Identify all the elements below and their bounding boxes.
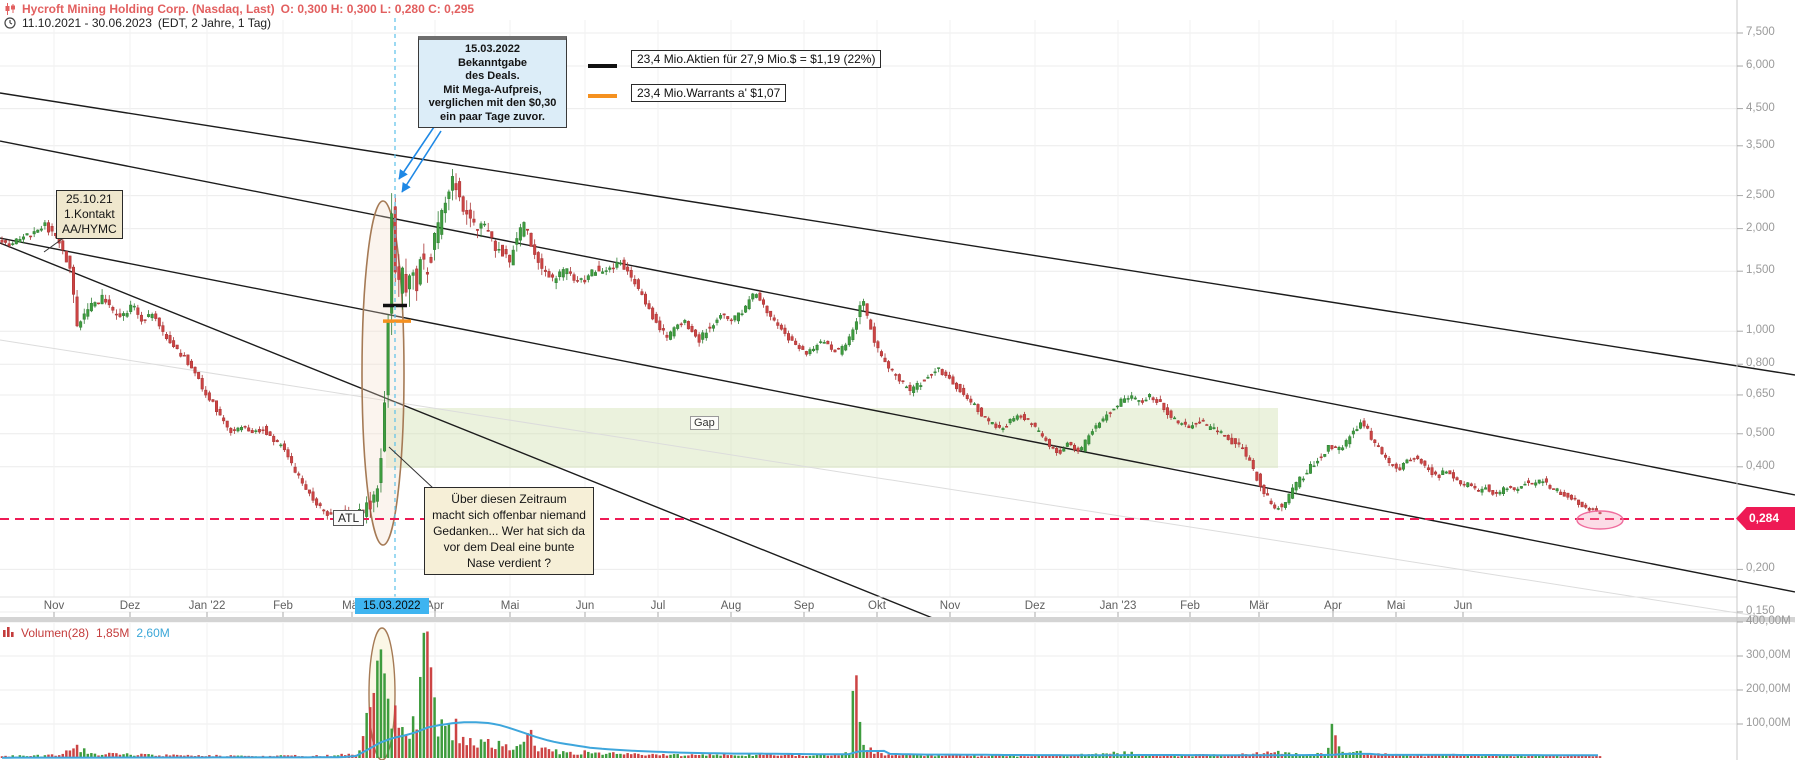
price-tick-label: 7,500 [1746, 26, 1775, 38]
month-label: Jan '23 [1099, 600, 1137, 612]
scale-ticks [1737, 32, 1743, 725]
note-line: Mit Mega-Aufpreis, [443, 83, 542, 96]
instrument-header: Hycroft Mining Holding Corp. (Nasdaq, La… [4, 2, 474, 16]
clock-icon [4, 17, 16, 29]
price-tick-label: 0,150 [1746, 604, 1775, 617]
price-tick-label: 2,500 [1746, 188, 1775, 201]
price-tick-label: 0,200 [1746, 562, 1775, 575]
price-tick-label: 0,400 [1746, 459, 1775, 472]
volume-tick-label: 400,00M [1746, 615, 1791, 627]
legend-label-warrants[interactable]: 23,4 Mio.Warrants a' $1,07 [631, 84, 787, 102]
current-price-tag: 0,284 [1736, 507, 1795, 530]
month-label: Aug [720, 600, 742, 612]
question-note[interactable]: Über diesen Zeitraum macht sich offenbar … [424, 487, 594, 575]
period-range: 11.10.2021 - 30.06.2023 [22, 16, 152, 30]
legend-label-shares[interactable]: 23,4 Mio.Aktien für 27,9 Mio.$ = $1,19 (… [631, 50, 882, 68]
atl-label[interactable]: ATL [333, 510, 365, 526]
price-tick-label: 4,500 [1746, 101, 1775, 114]
deal-announcement-note[interactable]: 15.03.2022 Bekanntgabe des Deals. Mit Mega-… [418, 36, 567, 128]
volume-bars-icon [3, 626, 14, 640]
note-line: Bekanntgabe [457, 56, 528, 69]
volume-bars [0, 631, 1602, 758]
month-label: Okt [868, 600, 886, 612]
first-contact-note[interactable]: 25.10.21 1.Kontakt AA/HYMC [56, 190, 123, 239]
candlestick-icon [4, 3, 16, 15]
note-line: 15.03.2022 [464, 43, 521, 55]
month-label: Feb [273, 600, 293, 612]
annotation-arrow [401, 130, 442, 193]
volume-label: Volumen(28) [21, 626, 90, 640]
faint-trendline[interactable] [0, 339, 1795, 623]
month-label: Jan '22 [188, 600, 226, 612]
month-label: Mai [1386, 600, 1406, 612]
candles [0, 168, 1602, 524]
note-line: macht sich offenbar niemand [432, 508, 586, 522]
month-label: Feb [1180, 600, 1200, 612]
price-tick-label: 1,000 [1746, 324, 1775, 337]
gap-zone[interactable] [386, 408, 1278, 468]
note-line: verglichen mit den $0,30 [428, 97, 557, 109]
price-tick-label: 2,000 [1746, 221, 1775, 234]
price-tick-label: 0,650 [1746, 387, 1775, 400]
legend-line-shares[interactable] [588, 64, 617, 68]
note-pointer-line [388, 446, 434, 489]
note-line: ein paar Tage zuvor. [440, 110, 545, 123]
price-tick-label: 3,500 [1746, 138, 1775, 151]
trendlines[interactable] [0, 92, 1795, 622]
note-line: 25.10.21 [65, 192, 113, 206]
note-line: Über diesen Zeitraum [451, 492, 567, 506]
month-label: Jul [650, 600, 666, 612]
panel-divider[interactable] [0, 617, 1795, 622]
volume-tick-label: 200,00M [1746, 683, 1791, 695]
note-line: vor dem Deal eine bunte [443, 540, 575, 554]
price-tick-label: 6,000 [1746, 59, 1775, 72]
note-line: 1.Kontakt [63, 207, 115, 221]
ohlc-values: O: 0,300 H: 0,300 L: 0,280 C: 0,295 [280, 2, 475, 16]
month-label: Mai [500, 600, 520, 612]
price-tick-label: 1,500 [1746, 264, 1775, 277]
period-detail: (EDT, 2 Jahre, 1 Tag) [157, 16, 272, 30]
price-tick-label: 0,800 [1746, 357, 1775, 370]
month-label: Nov [43, 600, 65, 612]
note-line: Nase verdient ? [466, 556, 552, 570]
legend-line-warrants[interactable] [588, 94, 617, 98]
month-label: Apr [1324, 600, 1342, 612]
period-header: 11.10.2021 - 30.06.2023 (EDT, 2 Jahre, 1… [4, 16, 271, 30]
volume-value: 1,85M [96, 626, 130, 640]
month-label: Jun [1453, 600, 1473, 612]
month-label: Dez [1024, 600, 1046, 612]
note-line: AA/HYMC [62, 222, 117, 236]
spike-circle[interactable] [361, 200, 405, 546]
month-label: Apr [426, 600, 444, 612]
note-line: des Deals. [465, 70, 520, 82]
annotation-arrow [398, 123, 437, 180]
selected-date-tag: 15.03.2022 [355, 598, 429, 614]
grid [0, 20, 1737, 758]
note-line: Gedanken... Wer hat sich da [433, 524, 585, 538]
volume-ma-line[interactable] [2, 721, 1598, 759]
last-price-circle[interactable] [1576, 510, 1624, 530]
note-pointer-line [43, 238, 63, 253]
volume-ma-value: 2,60M [136, 626, 170, 640]
volume-tick-label: 100,00M [1746, 717, 1791, 729]
instrument-title: Hycroft Mining Holding Corp. (Nasdaq, La… [22, 2, 275, 16]
gap-label[interactable]: Gap [690, 416, 719, 430]
month-label: Dez [119, 600, 141, 612]
month-label: Sep [793, 600, 815, 612]
volume-indicator-header: Volumen(28) 1,85M 2,60M [3, 626, 170, 640]
month-label: Mär [1249, 600, 1269, 612]
price-tick-label: 0,500 [1746, 426, 1775, 439]
volume-tick-label: 300,00M [1746, 649, 1791, 661]
month-label: Jun [575, 600, 595, 612]
month-label: Nov [939, 600, 961, 612]
